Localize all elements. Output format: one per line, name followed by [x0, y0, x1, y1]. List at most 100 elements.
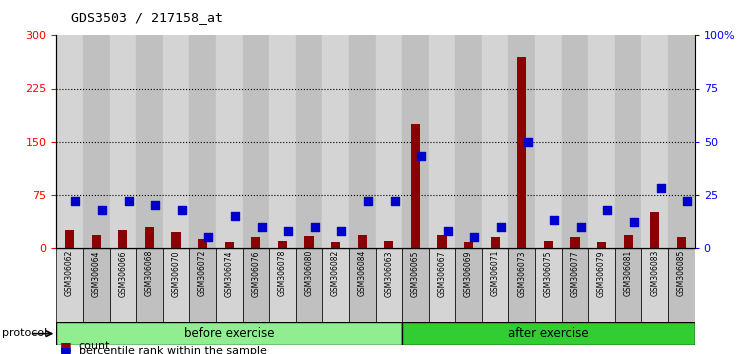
Bar — [216, 35, 243, 248]
Bar — [136, 248, 163, 322]
Text: GSM306077: GSM306077 — [571, 250, 580, 297]
Text: ■: ■ — [60, 345, 72, 354]
Point — [681, 198, 693, 204]
Bar — [588, 35, 615, 248]
Bar — [429, 248, 455, 322]
Bar — [597, 242, 606, 248]
Text: GSM306075: GSM306075 — [544, 250, 553, 297]
Bar — [349, 248, 376, 322]
Point — [415, 154, 427, 159]
Text: GSM306063: GSM306063 — [385, 250, 394, 297]
Text: GSM306069: GSM306069 — [464, 250, 473, 297]
Text: GSM306084: GSM306084 — [357, 250, 366, 296]
Bar — [296, 35, 322, 248]
Bar — [385, 241, 394, 248]
Bar — [56, 322, 402, 345]
Point — [69, 198, 82, 204]
Text: GSM306071: GSM306071 — [490, 250, 499, 296]
Bar — [517, 57, 526, 248]
Bar — [322, 35, 349, 248]
Point — [282, 228, 294, 234]
Point — [442, 228, 454, 234]
Bar — [349, 35, 376, 248]
Text: GSM306066: GSM306066 — [119, 250, 128, 297]
Text: GSM306082: GSM306082 — [331, 250, 340, 296]
Point — [96, 207, 108, 212]
Text: GSM306072: GSM306072 — [198, 250, 207, 296]
Point — [602, 207, 614, 212]
Bar — [110, 35, 136, 248]
Bar — [482, 248, 508, 322]
Bar — [243, 35, 269, 248]
Bar — [92, 235, 101, 248]
Text: GSM306079: GSM306079 — [597, 250, 606, 297]
Bar — [243, 248, 269, 322]
Bar — [83, 35, 110, 248]
Bar — [402, 35, 429, 248]
Bar — [623, 235, 633, 248]
Bar — [145, 227, 154, 248]
Point — [362, 198, 374, 204]
Point — [469, 234, 481, 240]
Bar — [490, 237, 500, 248]
Bar — [357, 235, 366, 248]
Bar — [677, 237, 686, 248]
Point — [495, 224, 507, 229]
Bar — [296, 248, 322, 322]
Bar — [331, 242, 340, 248]
Point — [575, 224, 587, 229]
Point — [336, 228, 348, 234]
Text: GSM306080: GSM306080 — [304, 250, 313, 296]
Bar — [562, 35, 588, 248]
Text: GDS3503 / 217158_at: GDS3503 / 217158_at — [71, 11, 223, 24]
Bar — [171, 232, 181, 248]
Bar — [56, 248, 83, 322]
Bar — [225, 242, 234, 248]
Bar — [269, 248, 296, 322]
Bar — [118, 230, 128, 248]
Text: ■: ■ — [60, 340, 72, 353]
Text: GSM306068: GSM306068 — [145, 250, 154, 296]
Bar — [615, 248, 641, 322]
Bar — [535, 35, 562, 248]
Bar — [163, 248, 189, 322]
Text: count: count — [79, 341, 110, 351]
Point — [176, 207, 188, 212]
Bar — [136, 35, 163, 248]
Bar — [455, 248, 482, 322]
Text: GSM306070: GSM306070 — [171, 250, 180, 297]
Bar — [189, 35, 216, 248]
Bar — [641, 248, 668, 322]
Text: GSM306078: GSM306078 — [278, 250, 287, 296]
Bar — [56, 35, 83, 248]
Bar — [650, 212, 659, 248]
Bar — [535, 248, 562, 322]
Bar — [110, 248, 136, 322]
Text: protocol: protocol — [2, 329, 47, 338]
Point — [229, 213, 241, 219]
Bar — [402, 322, 695, 345]
Bar — [189, 248, 216, 322]
Bar — [437, 235, 447, 248]
Bar — [668, 35, 695, 248]
Bar — [429, 35, 455, 248]
Text: GSM306081: GSM306081 — [623, 250, 632, 296]
Bar — [251, 237, 261, 248]
Point — [203, 234, 215, 240]
Point — [548, 217, 560, 223]
Bar — [83, 248, 110, 322]
Bar — [278, 241, 287, 248]
Bar — [508, 248, 535, 322]
Text: GSM306073: GSM306073 — [517, 250, 526, 297]
Point — [255, 224, 267, 229]
Bar — [376, 248, 402, 322]
Bar — [411, 124, 420, 248]
Bar — [322, 248, 349, 322]
Text: GSM306076: GSM306076 — [252, 250, 261, 297]
Bar — [304, 236, 314, 248]
Bar — [570, 237, 580, 248]
Bar — [269, 35, 296, 248]
Bar — [544, 241, 553, 248]
Text: GSM306083: GSM306083 — [650, 250, 659, 296]
Text: GSM306067: GSM306067 — [438, 250, 447, 297]
